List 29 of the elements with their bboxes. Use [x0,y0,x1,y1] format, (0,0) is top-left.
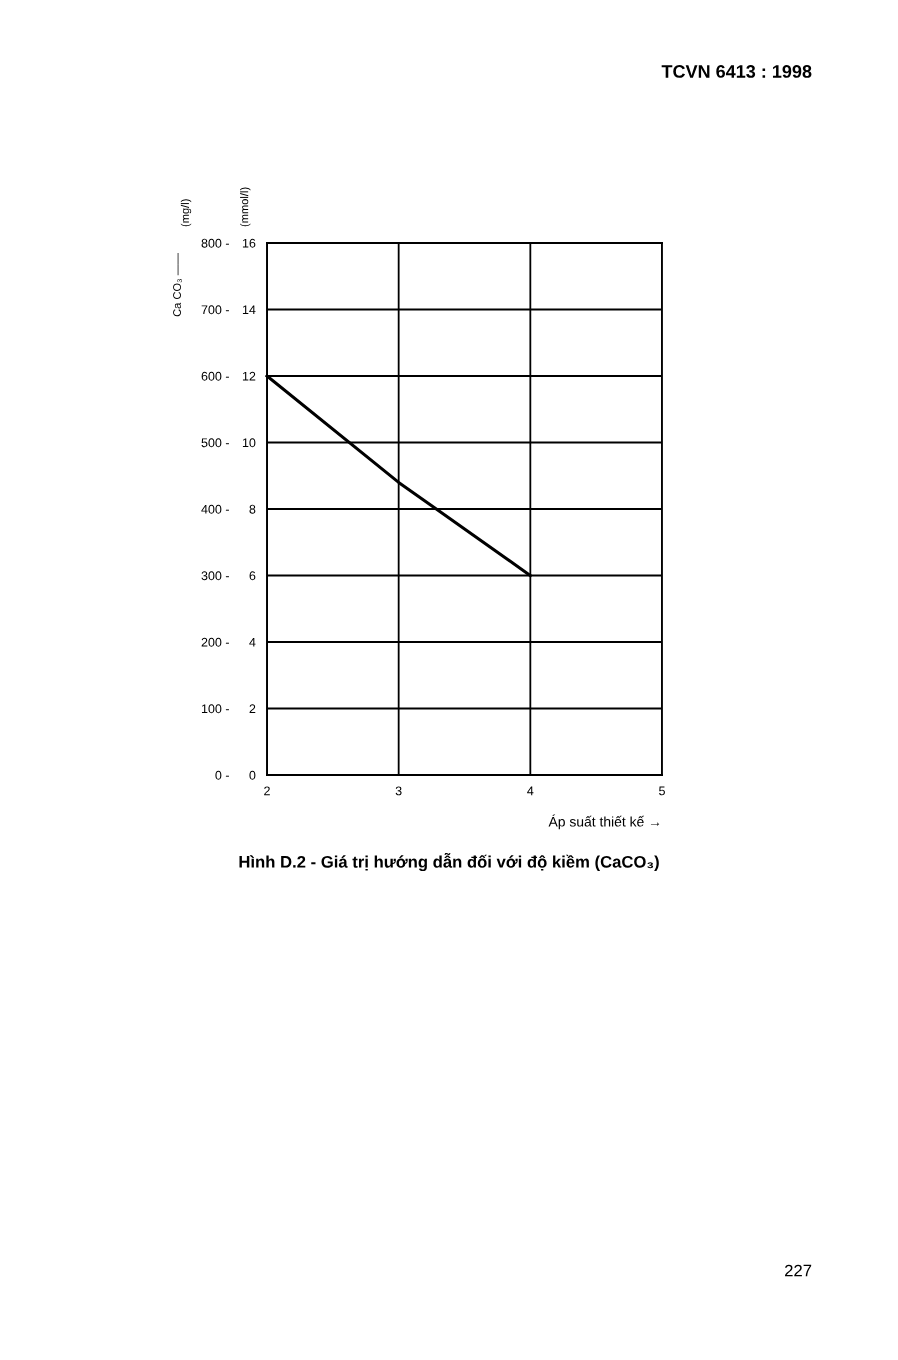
text: Hình D.2 - Giá trị hướng dẫn đối với độ kiềm (CaCO₃) [239,852,659,872]
text: TCVN 6413 : 1998 [661,65,812,78]
y2-tick-label: 10 [242,438,256,448]
y-axis-title: (mg/l) [180,199,192,227]
y2-tick-label: 6 [249,571,256,581]
y-tick-label: 500 - [201,438,229,448]
text: 227 [785,1264,812,1277]
x-tick-label: 5 [659,786,665,796]
y2-tick-label: 8 [249,504,256,514]
y-tick-label: 0 - [215,770,229,780]
x-tick-label: 2 [264,786,270,796]
y-tick-label: 300 - [201,571,229,581]
y2-tick-label: 16 [242,238,256,248]
y2-tick-label: 0 [249,770,256,780]
y2-tick-label: 2 [249,704,256,714]
x-tick-label: 3 [395,786,402,796]
y-tick-label: 800 - [201,238,229,248]
y2-axis-title: (mmol/l) [240,187,251,227]
y-tick-label: 100 - [201,704,229,714]
y2-tick-label: 12 [242,371,256,381]
y-tick-label: 400 - [201,504,229,514]
x-tick-label: 4 [527,786,534,796]
text: Ca CO₃ —— [173,253,182,317]
y-tick-label: 600 - [201,371,229,381]
x-axis-title: Áp suất thiết kế → [548,814,660,830]
y2-tick-label: 14 [242,305,256,315]
y2-tick-label: 4 [249,637,256,647]
y-tick-label: 700 - [201,305,229,315]
y-tick-label: 200 - [201,637,229,647]
